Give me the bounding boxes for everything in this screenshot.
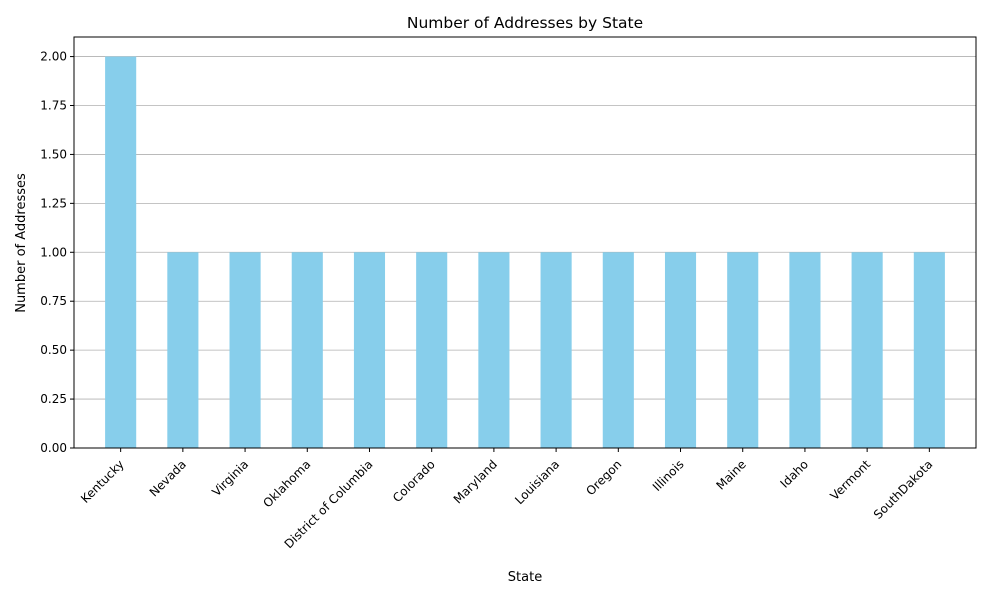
y-tick-label: 0.00	[40, 441, 67, 455]
x-tick-label: SouthDakota	[871, 457, 936, 522]
bar	[727, 252, 759, 448]
bar	[478, 252, 510, 448]
bars	[105, 56, 945, 448]
bar	[789, 252, 821, 448]
bar	[167, 252, 199, 448]
plot-frame	[73, 36, 977, 449]
x-tick-label: Virginia	[209, 457, 251, 499]
bar	[229, 252, 261, 448]
x-tick-label: Oklahoma	[260, 457, 313, 510]
y-tick-label: 1.75	[40, 99, 67, 113]
y-tick-label: 0.50	[40, 343, 67, 357]
y-axis-label: Number of Addresses	[14, 173, 29, 313]
bar	[540, 252, 572, 448]
bar	[416, 252, 448, 448]
x-tick-label: Kentucky	[78, 457, 127, 506]
bar	[664, 252, 697, 448]
x-tick-label: Nevada	[147, 457, 189, 499]
bar	[913, 252, 945, 448]
y-tick-label: 0.25	[40, 392, 67, 406]
bar	[105, 56, 137, 448]
x-tick-label: Vermont	[827, 457, 873, 503]
x-tick-label: Oregon	[583, 457, 624, 498]
x-axis-label: State	[508, 570, 542, 585]
bar	[291, 252, 323, 448]
x-tick-label: Idaho	[777, 457, 811, 491]
y-tick-label: 1.50	[40, 147, 67, 161]
y-tick-label: 1.00	[40, 245, 67, 259]
gridlines	[74, 56, 976, 449]
bar	[602, 252, 634, 448]
x-tick-label: Louisiana	[512, 457, 562, 507]
bar	[353, 252, 386, 448]
bar	[851, 252, 883, 448]
x-tick-label: Colorado	[390, 457, 438, 505]
x-tick-label: Maine	[713, 457, 748, 492]
y-tick-label: 0.75	[40, 294, 67, 308]
y-tick-label: 2.00	[40, 50, 67, 64]
y-axis-ticks: 0.00 0.25 0.50 0.75 1.00 1.25 1.50 1.75 2.00	[40, 50, 74, 455]
x-tick-label: Maryland	[451, 457, 500, 506]
y-tick-label: 1.25	[40, 196, 67, 210]
chart-title: Number of Addresses by State	[407, 14, 643, 32]
x-tick-label: Illinois	[650, 457, 687, 494]
